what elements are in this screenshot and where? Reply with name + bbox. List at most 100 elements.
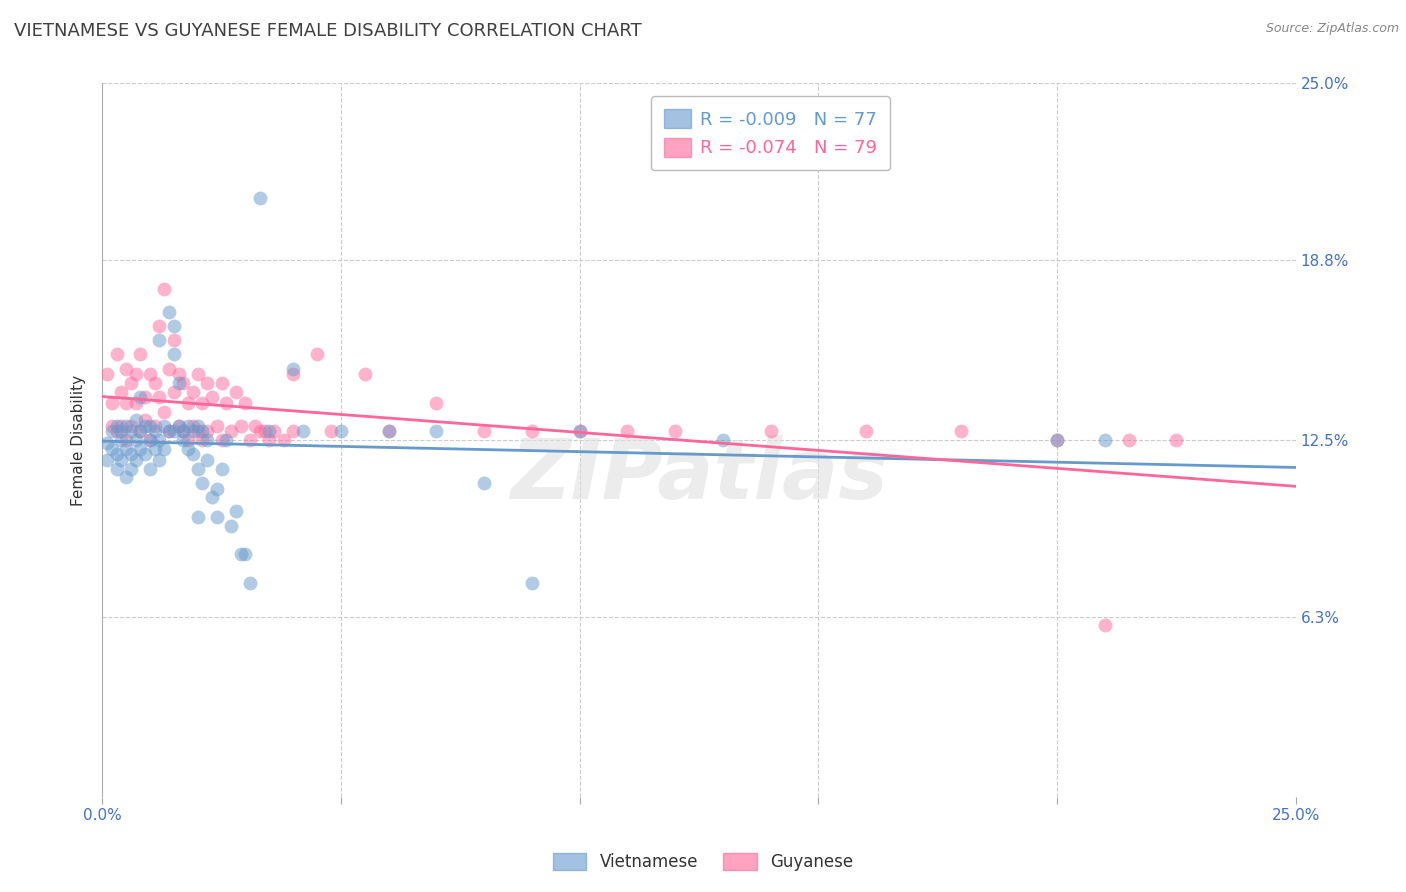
Point bbox=[143, 418, 166, 433]
Point bbox=[120, 425, 142, 439]
Point bbox=[191, 475, 214, 490]
Point bbox=[124, 413, 146, 427]
Point bbox=[177, 418, 200, 433]
Point bbox=[163, 384, 186, 399]
Point bbox=[148, 318, 170, 333]
Point bbox=[283, 425, 305, 439]
Point bbox=[205, 482, 228, 496]
Point bbox=[195, 425, 218, 439]
Point bbox=[96, 368, 118, 382]
Point bbox=[124, 396, 146, 410]
Point bbox=[377, 425, 399, 439]
Point bbox=[100, 425, 122, 439]
Point bbox=[129, 425, 152, 439]
Point bbox=[100, 396, 122, 410]
Point bbox=[167, 368, 190, 382]
Point bbox=[157, 361, 180, 376]
Point bbox=[134, 413, 156, 427]
Point bbox=[105, 425, 128, 439]
Point bbox=[219, 425, 242, 439]
Point bbox=[105, 447, 128, 461]
Legend: Vietnamese, Guyanese: Vietnamese, Guyanese bbox=[544, 845, 862, 880]
Point bbox=[201, 490, 224, 504]
Point bbox=[115, 470, 138, 484]
Point bbox=[139, 461, 162, 475]
Point bbox=[120, 461, 142, 475]
Point bbox=[664, 425, 686, 439]
Point bbox=[263, 425, 285, 439]
Point bbox=[172, 433, 194, 447]
Point bbox=[172, 425, 194, 439]
Point bbox=[115, 361, 138, 376]
Point bbox=[110, 418, 132, 433]
Point bbox=[215, 433, 238, 447]
Point bbox=[129, 347, 152, 361]
Text: Source: ZipAtlas.com: Source: ZipAtlas.com bbox=[1265, 22, 1399, 36]
Point bbox=[225, 384, 247, 399]
Point bbox=[187, 425, 209, 439]
Point bbox=[115, 442, 138, 456]
Point bbox=[187, 368, 209, 382]
Point bbox=[249, 190, 271, 204]
Point bbox=[143, 376, 166, 390]
Point bbox=[187, 418, 209, 433]
Point bbox=[181, 425, 204, 439]
Point bbox=[181, 447, 204, 461]
Point bbox=[105, 418, 128, 433]
Point bbox=[711, 433, 734, 447]
Point bbox=[205, 418, 228, 433]
Point bbox=[143, 442, 166, 456]
Point bbox=[167, 418, 190, 433]
Point bbox=[96, 453, 118, 467]
Point bbox=[259, 425, 281, 439]
Point bbox=[1046, 433, 1069, 447]
Point bbox=[1118, 433, 1140, 447]
Point bbox=[353, 368, 375, 382]
Point bbox=[172, 376, 194, 390]
Point bbox=[855, 425, 877, 439]
Point bbox=[167, 376, 190, 390]
Point bbox=[243, 418, 266, 433]
Point bbox=[616, 425, 638, 439]
Point bbox=[100, 418, 122, 433]
Y-axis label: Female Disability: Female Disability bbox=[72, 375, 86, 506]
Point bbox=[520, 575, 543, 590]
Point bbox=[239, 575, 262, 590]
Point bbox=[163, 333, 186, 347]
Point bbox=[124, 368, 146, 382]
Point bbox=[191, 396, 214, 410]
Point bbox=[172, 425, 194, 439]
Point bbox=[96, 436, 118, 450]
Point bbox=[1094, 618, 1116, 632]
Point bbox=[110, 425, 132, 439]
Point bbox=[157, 425, 180, 439]
Point bbox=[105, 347, 128, 361]
Point bbox=[195, 453, 218, 467]
Point bbox=[153, 282, 176, 296]
Point bbox=[157, 304, 180, 318]
Point bbox=[115, 433, 138, 447]
Point bbox=[568, 425, 591, 439]
Point bbox=[100, 442, 122, 456]
Point bbox=[195, 433, 218, 447]
Point bbox=[181, 384, 204, 399]
Point bbox=[139, 433, 162, 447]
Text: ZIPatlas: ZIPatlas bbox=[510, 435, 887, 516]
Point bbox=[472, 425, 495, 439]
Point bbox=[148, 333, 170, 347]
Point bbox=[187, 461, 209, 475]
Point bbox=[134, 418, 156, 433]
Point bbox=[235, 396, 257, 410]
Point bbox=[143, 425, 166, 439]
Point bbox=[219, 518, 242, 533]
Point bbox=[329, 425, 352, 439]
Point bbox=[148, 390, 170, 404]
Point bbox=[568, 425, 591, 439]
Point bbox=[163, 347, 186, 361]
Point bbox=[124, 453, 146, 467]
Point bbox=[110, 453, 132, 467]
Point bbox=[520, 425, 543, 439]
Point bbox=[153, 404, 176, 418]
Point bbox=[283, 361, 305, 376]
Point bbox=[321, 425, 343, 439]
